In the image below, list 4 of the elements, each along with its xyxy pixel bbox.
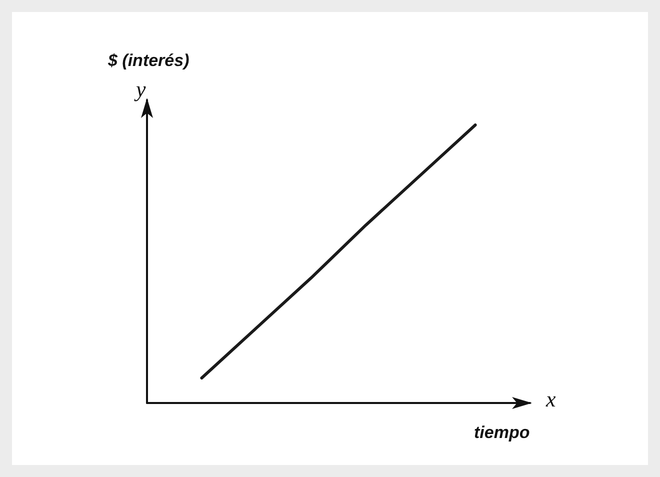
y-axis-title: $ (interés) (107, 51, 190, 70)
text: x (545, 386, 556, 412)
text: y (134, 76, 146, 102)
x-axis-title: tiempo (474, 423, 530, 442)
